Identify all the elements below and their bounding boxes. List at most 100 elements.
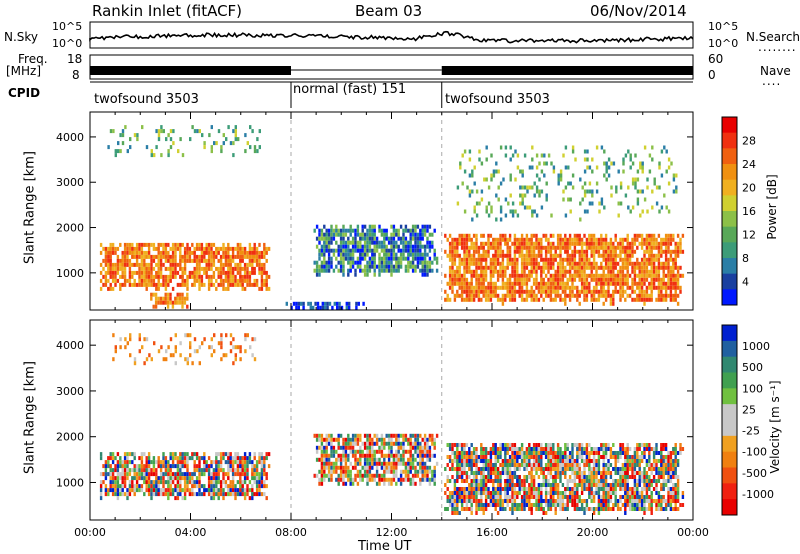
echo-cell (361, 252, 364, 257)
echo-cell (674, 297, 677, 302)
echo-cell (566, 293, 569, 298)
echo-cell (339, 457, 343, 462)
echo-cell (460, 451, 464, 455)
echo-cell (423, 244, 427, 249)
echo-cell (549, 499, 553, 503)
echo-cell (468, 447, 471, 451)
echo-cell (499, 273, 502, 278)
echo-cell (337, 252, 340, 257)
nsky-frame (89, 21, 694, 49)
echo-cell (552, 495, 555, 499)
echo-cell (159, 296, 163, 301)
echo-cell (378, 481, 381, 486)
echo-cell (361, 224, 364, 229)
echo-cell (456, 471, 459, 475)
echo-cell (342, 453, 345, 458)
echo-cell (135, 250, 139, 255)
echo-cell (564, 487, 567, 491)
echo-cell (595, 451, 598, 455)
echo-cell (123, 492, 127, 497)
echo-cell (624, 237, 627, 242)
echo-cell (380, 445, 384, 450)
echo-cell (404, 236, 408, 241)
echo-cell (373, 473, 376, 478)
echo-cell (140, 460, 144, 465)
echo-cell (573, 479, 577, 483)
echo-cell (138, 266, 141, 271)
echo-cell (265, 278, 268, 283)
echo-cell (320, 260, 324, 265)
echo-cell (588, 507, 591, 511)
echo-cell (532, 503, 536, 507)
echo-cell (198, 262, 201, 267)
echo-cell (458, 499, 461, 503)
echo-cell (387, 453, 391, 458)
echo-cell (669, 285, 673, 290)
echo-cell (239, 460, 242, 465)
echo-cell (501, 471, 505, 475)
echo-cell (458, 495, 461, 499)
echo-cell (602, 447, 605, 451)
echo-cell (419, 469, 422, 474)
echo-cell (332, 453, 336, 458)
echo-cell (446, 281, 449, 286)
echo-cell (159, 472, 163, 477)
echo-cell (371, 260, 374, 265)
echo-cell (227, 460, 230, 465)
echo-cell (523, 467, 526, 471)
echo-cell (484, 447, 488, 451)
echo-cell (456, 507, 459, 511)
echo-cell (241, 472, 244, 477)
echo-cell (646, 177, 649, 182)
echo-cell (475, 201, 479, 206)
echo-cell (207, 274, 211, 279)
echo-cell (470, 483, 473, 487)
echo-cell (349, 473, 352, 478)
echo-cell (492, 471, 495, 475)
echo-cell (471, 169, 474, 174)
echo-cell (128, 460, 132, 465)
echo-cell (167, 242, 170, 247)
echo-cell (617, 201, 620, 206)
echo-cell (198, 274, 201, 279)
echo-cell (592, 447, 596, 451)
echo-cell (107, 460, 110, 465)
echo-cell (600, 197, 604, 202)
echo-cell (631, 261, 634, 266)
echo-cell (366, 473, 369, 478)
echo-cell (143, 480, 146, 485)
echo-cell (143, 452, 146, 457)
echo-cell (290, 305, 293, 310)
echo-cell (383, 264, 386, 269)
echo-cell (523, 269, 526, 274)
echo-cell (107, 456, 110, 461)
echo-cell (200, 246, 204, 251)
echo-cell (215, 141, 218, 146)
echo-cell (604, 443, 608, 447)
echo-cell (152, 480, 156, 485)
echo-cell (327, 260, 331, 265)
echo-cell (404, 473, 408, 478)
echo-cell (648, 293, 651, 298)
echo-cell (179, 492, 182, 497)
echo-cell (559, 285, 562, 290)
echo-cell (487, 297, 490, 302)
echo-cell (583, 451, 586, 455)
echo-cell (540, 293, 543, 298)
echo-cell (559, 177, 563, 182)
echo-cell (318, 228, 321, 233)
echo-cell (583, 479, 586, 483)
echo-cell (549, 507, 553, 511)
echo-cell (337, 248, 340, 253)
echo-cell (150, 254, 153, 259)
echo-cell (335, 465, 338, 470)
echo-cell (472, 253, 476, 258)
echo-cell (484, 273, 488, 278)
echo-cell (411, 256, 415, 261)
echo-cell (532, 257, 536, 262)
echo-cell (366, 260, 369, 265)
echo-cell (176, 484, 180, 489)
echo-cell (583, 285, 586, 290)
echo-cell (518, 503, 521, 507)
echo-cell (210, 242, 213, 247)
